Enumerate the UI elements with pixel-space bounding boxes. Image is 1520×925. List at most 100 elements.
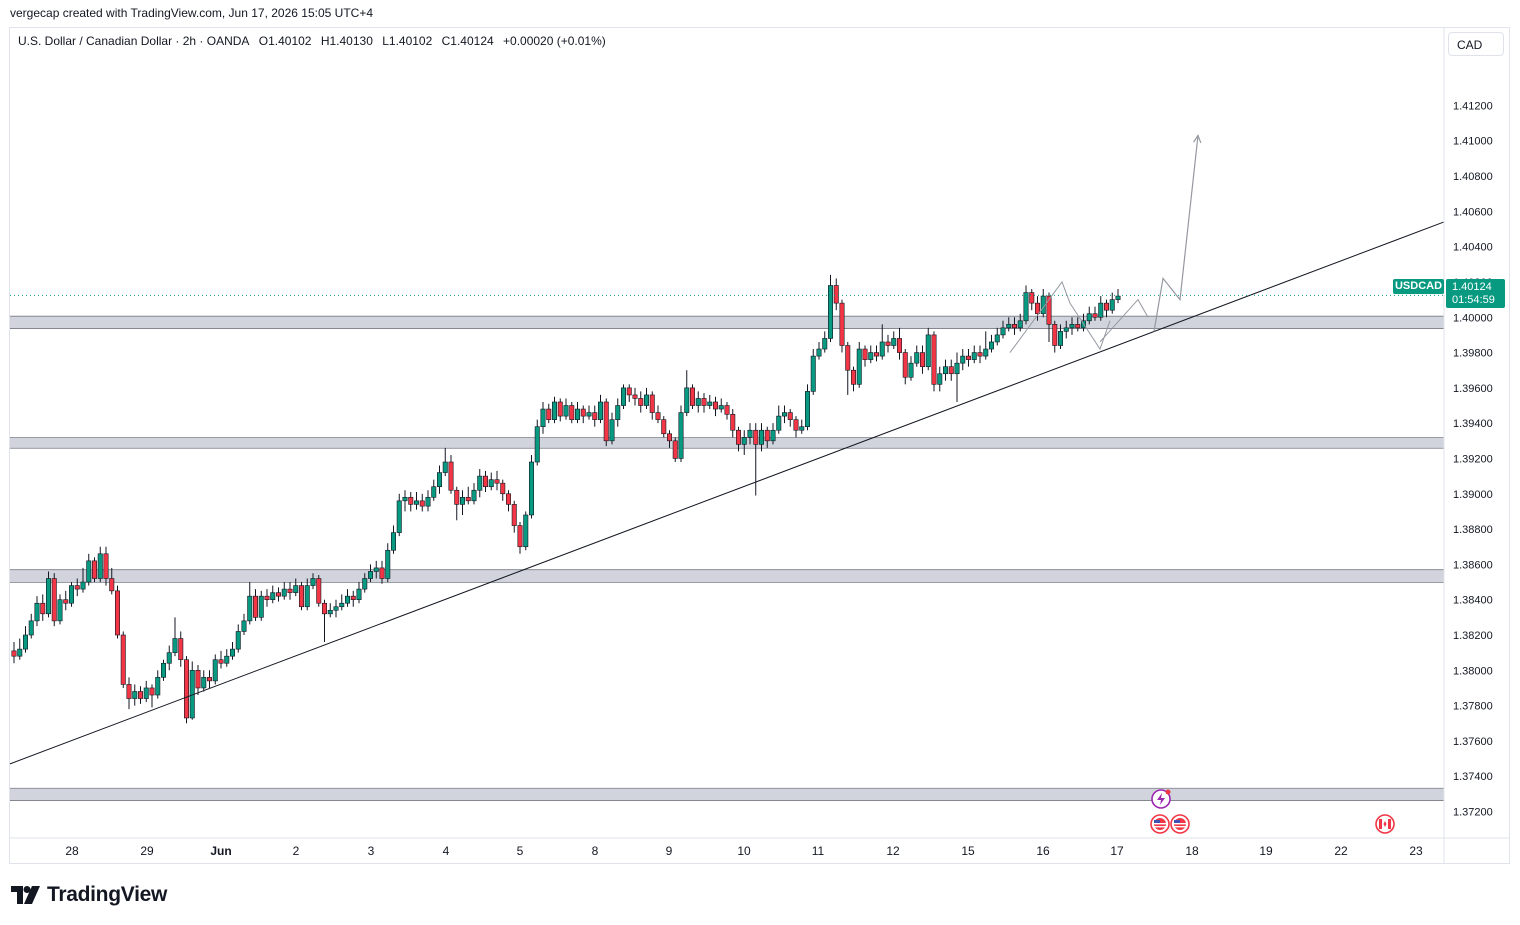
currency-button[interactable]: CAD (1448, 32, 1504, 56)
candle-body (695, 398, 701, 406)
candle-body (862, 348, 868, 360)
candle (1075, 317, 1081, 332)
price-tick-label: 1.40600 (1453, 206, 1493, 218)
price-tick-label: 1.39200 (1453, 453, 1493, 465)
candle-body (787, 412, 793, 420)
candle (11, 642, 17, 664)
candle (891, 331, 897, 350)
candle-body (92, 560, 98, 579)
lightning-icon[interactable] (1151, 789, 1171, 809)
candle-body (517, 525, 523, 548)
candle (161, 659, 167, 681)
trendline (9, 221, 1445, 765)
candle-body (1011, 324, 1017, 329)
candle-body (845, 345, 851, 371)
candle-body (868, 352, 874, 360)
candle (948, 359, 954, 381)
candle (1092, 306, 1098, 321)
chart-frame[interactable] (9, 27, 1510, 864)
candle (919, 345, 925, 374)
last-price-value: 1.40124 (1452, 281, 1492, 293)
time-tick-label: 23 (1409, 844, 1423, 858)
candle (51, 573, 57, 627)
candle (540, 401, 546, 434)
candle (350, 590, 356, 607)
candle-body (626, 387, 632, 396)
candle-body (873, 352, 879, 357)
candle (661, 416, 667, 438)
time-tick-label: 12 (886, 844, 900, 858)
candle-body (505, 493, 511, 505)
us-flag-icon[interactable] (1150, 814, 1170, 834)
candle (833, 278, 839, 311)
candle (655, 405, 661, 424)
candle (534, 419, 540, 466)
candle (753, 423, 759, 496)
time-tick-label: 15 (961, 844, 975, 858)
tradingview-logo[interactable]: TradingView (11, 882, 167, 908)
candle (143, 680, 149, 703)
candle (155, 670, 161, 699)
candle-body (856, 348, 862, 385)
candle-body (908, 362, 914, 378)
candle-body (891, 338, 897, 346)
candle (839, 299, 845, 353)
candle (942, 359, 948, 381)
candle-body (74, 585, 80, 590)
legend-close: C1.40124 (441, 34, 494, 48)
candle-body (172, 638, 178, 653)
candle-body (919, 352, 925, 367)
candle (862, 345, 868, 367)
candle-body (684, 387, 690, 413)
candle-body (741, 436, 747, 445)
candle-body (994, 334, 1000, 343)
candle-body (34, 602, 40, 622)
candle-body (793, 419, 799, 431)
candle (1023, 285, 1029, 325)
candle-body (776, 415, 782, 431)
candle (247, 582, 253, 625)
candle-body (488, 479, 494, 488)
candle (471, 483, 477, 505)
candle-body (356, 588, 362, 600)
candle-body (1006, 324, 1012, 329)
candle-body (103, 553, 109, 579)
candle-body (678, 412, 684, 459)
chart-credit: vergecap created with TradingView.com, J… (10, 6, 373, 20)
candle (799, 419, 805, 434)
candle (856, 341, 862, 388)
candle-body (258, 595, 264, 618)
candle-body (109, 578, 115, 592)
us-flag-icon[interactable] (1170, 814, 1190, 834)
candle (482, 470, 488, 493)
price-tick-label: 1.38000 (1453, 665, 1493, 677)
candle-body (373, 567, 379, 572)
candle (379, 560, 385, 584)
candle (316, 574, 322, 607)
candle (563, 398, 569, 420)
candle (747, 423, 753, 445)
candle-body (551, 401, 557, 420)
candle (609, 412, 615, 445)
canada-flag-icon[interactable] (1375, 814, 1395, 834)
candle-body (270, 592, 276, 600)
candle-body (580, 408, 586, 417)
candle-body (977, 352, 983, 357)
candle (57, 594, 63, 625)
candle-body (764, 429, 770, 442)
candle (615, 398, 621, 427)
candle-body (615, 405, 621, 420)
price-tick-label: 1.39000 (1453, 489, 1493, 501)
candle-body (954, 362, 960, 375)
candle (1040, 289, 1046, 318)
candle-body (672, 440, 678, 459)
candle (448, 454, 454, 494)
candle (1046, 292, 1052, 342)
candle (804, 384, 810, 431)
candle (770, 423, 776, 445)
time-tick-label: 4 (443, 844, 450, 858)
candle (574, 401, 580, 424)
candle-body (965, 355, 971, 360)
candle (1115, 289, 1121, 304)
